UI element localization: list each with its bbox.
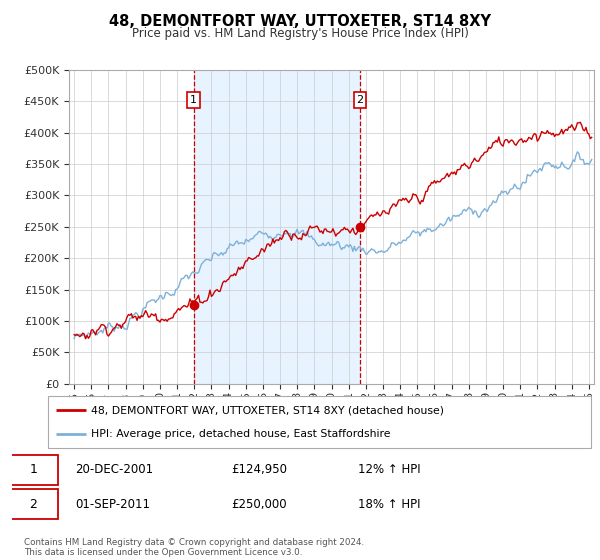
Text: 2: 2 [356, 95, 364, 105]
Text: 18% ↑ HPI: 18% ↑ HPI [358, 498, 420, 511]
FancyBboxPatch shape [48, 396, 591, 448]
Text: 1: 1 [190, 95, 197, 105]
Text: Contains HM Land Registry data © Crown copyright and database right 2024.
This d: Contains HM Land Registry data © Crown c… [24, 538, 364, 557]
FancyBboxPatch shape [9, 455, 58, 485]
Text: 01-SEP-2011: 01-SEP-2011 [76, 498, 151, 511]
Text: 20-DEC-2001: 20-DEC-2001 [76, 463, 154, 477]
Bar [194, 70, 360, 384]
Text: 2: 2 [29, 498, 37, 511]
Text: Price paid vs. HM Land Registry's House Price Index (HPI): Price paid vs. HM Land Registry's House … [131, 27, 469, 40]
Text: £250,000: £250,000 [231, 498, 287, 511]
Text: HPI: Average price, detached house, East Staffordshire: HPI: Average price, detached house, East… [91, 429, 391, 439]
Text: 12% ↑ HPI: 12% ↑ HPI [358, 463, 420, 477]
Text: 1: 1 [29, 463, 37, 477]
Text: 48, DEMONTFORT WAY, UTTOXETER, ST14 8XY (detached house): 48, DEMONTFORT WAY, UTTOXETER, ST14 8XY … [91, 405, 445, 416]
Text: 48, DEMONTFORT WAY, UTTOXETER, ST14 8XY: 48, DEMONTFORT WAY, UTTOXETER, ST14 8XY [109, 14, 491, 29]
FancyBboxPatch shape [9, 489, 58, 519]
Text: £124,950: £124,950 [231, 463, 287, 477]
